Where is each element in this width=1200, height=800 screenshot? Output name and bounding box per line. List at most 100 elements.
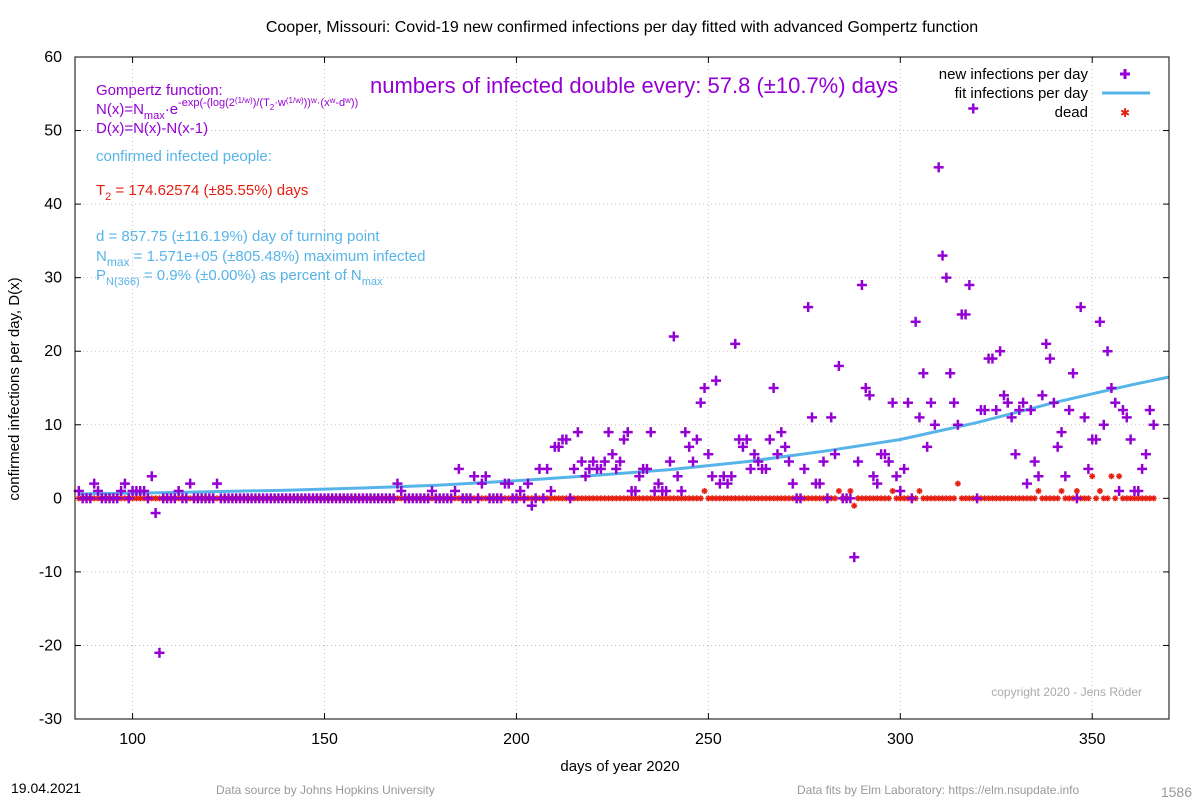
plot-area <box>75 57 1169 719</box>
infection-point <box>396 485 407 496</box>
infection-point <box>526 500 537 511</box>
infection-point <box>899 463 910 474</box>
infection-point <box>1114 485 1125 496</box>
y-axis-label: confirmed infections per day, D(x) <box>6 277 23 500</box>
infection-point <box>212 478 223 489</box>
dead-point <box>981 495 988 502</box>
infection-point <box>1125 434 1136 445</box>
infection-point <box>787 478 798 489</box>
dead-point <box>962 495 969 502</box>
infection-point <box>446 493 457 504</box>
infection-point <box>522 478 533 489</box>
y-tick-label: 0 <box>53 490 62 507</box>
infection-point <box>1045 353 1056 364</box>
infection-point <box>469 471 480 482</box>
infection-point <box>1140 449 1151 460</box>
infection-point <box>1037 390 1048 401</box>
dead-point <box>747 495 754 502</box>
infection-point <box>503 478 514 489</box>
gompertz-formula: N(x)=Nmax·e-exp(-(log(2(1/w))/(T2·w(1/w)… <box>96 96 358 122</box>
dead-point <box>739 495 746 502</box>
d-formula: D(x)=N(x)-N(x-1) <box>96 120 208 137</box>
dead-point <box>1104 495 1111 502</box>
infection-point <box>730 338 741 349</box>
infection-point <box>910 316 921 327</box>
dead-point <box>551 495 558 502</box>
infection-point <box>664 456 675 467</box>
infection-point <box>933 162 944 173</box>
x-tick-label: 250 <box>695 731 722 748</box>
infection-point <box>515 485 526 496</box>
infection-point <box>906 493 917 504</box>
dead-point <box>778 495 785 502</box>
infection-point <box>926 397 937 408</box>
infection-point <box>1098 419 1109 430</box>
infection-point <box>814 478 825 489</box>
infection-point <box>1033 471 1044 482</box>
x-axis-label: days of year 2020 <box>560 758 679 775</box>
infection-point <box>818 456 829 467</box>
dead-point <box>1096 487 1103 494</box>
dead-point <box>1031 495 1038 502</box>
infection-point <box>565 493 576 504</box>
dead-point <box>889 487 896 494</box>
infection-point <box>653 478 664 489</box>
x-axis-ticks: 100 150 200 250 300 350 <box>119 57 1106 748</box>
infection-point <box>987 353 998 364</box>
infection-point <box>879 449 890 460</box>
dead-point <box>586 495 593 502</box>
infection-point <box>1117 405 1128 416</box>
infection-point <box>952 419 963 430</box>
legend-label-infections: new infections per day <box>939 66 1089 83</box>
infection-point <box>972 493 983 504</box>
infection-point <box>453 463 464 474</box>
fit-layer <box>78 375 1170 496</box>
legend-label-fit: fit infections per day <box>955 85 1089 102</box>
infection-point <box>914 412 925 423</box>
infection-point <box>991 405 1002 416</box>
infection-point <box>123 493 134 504</box>
infection-point <box>1010 449 1021 460</box>
y-tick-label: 60 <box>44 49 62 66</box>
infection-point <box>1041 338 1052 349</box>
infection-point <box>887 397 898 408</box>
infection-point <box>599 456 610 467</box>
infection-point <box>1110 397 1121 408</box>
dead-point <box>1004 495 1011 502</box>
infection-point <box>726 471 737 482</box>
chart-title: Cooper, Missouri: Covid-19 new confirmed… <box>266 19 978 36</box>
dead-point <box>701 487 708 494</box>
infection-point <box>618 434 629 445</box>
infection-point <box>760 463 771 474</box>
dead-point <box>774 495 781 502</box>
infection-point <box>119 478 130 489</box>
infection-point <box>1121 412 1132 423</box>
infection-point <box>749 449 760 460</box>
infection-point <box>764 434 775 445</box>
infection-point <box>1025 405 1036 416</box>
dead-point <box>958 495 965 502</box>
y-tick-label: -20 <box>39 637 62 654</box>
dead-point <box>954 480 961 487</box>
infection-point <box>1056 427 1067 438</box>
infection-point <box>891 471 902 482</box>
dead-point <box>847 487 854 494</box>
infection-point <box>676 485 687 496</box>
dead-point <box>916 487 923 494</box>
infection-point <box>699 383 710 393</box>
y-tick-label: 20 <box>44 343 62 360</box>
dead-point <box>1085 495 1092 502</box>
dead-point <box>617 495 624 502</box>
footer-source: Data source by Johns Hopkins University <box>216 783 435 797</box>
x-tick-label: 350 <box>1079 731 1106 748</box>
infection-point <box>1094 316 1105 327</box>
dead-point <box>816 495 823 502</box>
infection-point <box>979 405 990 416</box>
x-tick-label: 200 <box>503 731 530 748</box>
infection-point <box>116 485 127 496</box>
dead-point <box>951 495 958 502</box>
legend: new infections per day fit infections pe… <box>939 66 1150 121</box>
infection-point <box>154 647 165 658</box>
nmax-value: Nmax = 1.571e+05 (±805.48%) maximum infe… <box>96 248 425 269</box>
x-tick-label: 300 <box>887 731 914 748</box>
